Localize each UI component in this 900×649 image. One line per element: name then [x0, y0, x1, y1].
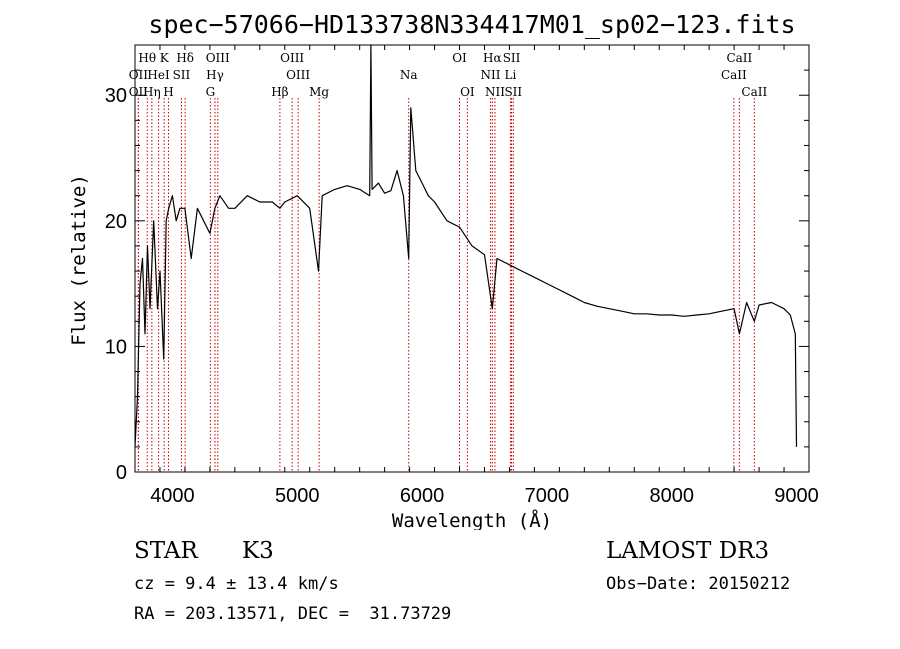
redshift-velocity: cz = 9.4 ± 13.4 km/s [134, 574, 339, 594]
spectrum-chart: spec−57066−HD133738N334417M01_sp02−123.f… [68, 10, 819, 532]
line-label-27: CaII [741, 85, 767, 99]
line-label-13: OIII [286, 68, 310, 82]
line-label-4: OIII [280, 51, 304, 65]
survey-name: LAMOST DR3 [606, 538, 770, 564]
observation-date: Obs−Date: 20150212 [606, 574, 791, 594]
spectrum-line [134, 44, 798, 447]
y-tick-label-0: 0 [116, 462, 127, 484]
object-class: STAR [134, 538, 198, 564]
line-label-0: Hθ [138, 51, 156, 65]
line-label-19: Hη [143, 85, 161, 99]
x-tick-label-5000: 5000 [275, 485, 320, 507]
line-label-14: Na [400, 68, 418, 82]
line-label-9: OII [129, 68, 149, 82]
coordinates: RA = 203.13571, DEC = 31.73729 [134, 604, 452, 624]
line-label-21: G [206, 85, 216, 99]
y-axis-label: Flux (relative) [68, 174, 90, 346]
line-label-24: OI [460, 85, 475, 99]
y-tick-label-10: 10 [105, 336, 127, 358]
x-tick-label-7000: 7000 [525, 485, 570, 507]
line-label-23: Mg [309, 85, 329, 99]
line-label-3: OIII [206, 51, 230, 65]
line-label-11: SII [173, 68, 191, 82]
line-label-12: Hγ [206, 68, 224, 82]
x-tick-label-4000: 4000 [150, 485, 195, 507]
line-label-6: Hα [483, 51, 502, 65]
line-label-8: CaII [726, 51, 752, 65]
y-tick-label-20: 20 [105, 211, 127, 233]
line-label-20: H [163, 85, 173, 99]
plot-frame [134, 44, 810, 473]
line-label-10: HeI [147, 68, 170, 82]
y-tick-label-30: 30 [105, 85, 127, 107]
line-label-2: Hδ [176, 51, 194, 65]
line-label-5: OI [452, 51, 467, 65]
object-subclass: K3 [242, 538, 274, 564]
line-label-26: SII [504, 85, 522, 99]
chart-title: spec−57066−HD133738N334417M01_sp02−123.f… [148, 10, 795, 39]
line-label-15: NII [480, 68, 500, 82]
line-label-25: NII [485, 85, 505, 99]
line-label-1: K [160, 51, 170, 65]
line-label-17: CaII [721, 68, 747, 82]
x-axis-label: Wavelength (Å) [392, 509, 552, 530]
line-label-22: Hβ [271, 85, 288, 99]
line-label-7: SII [503, 51, 521, 65]
line-label-16: Li [505, 68, 517, 82]
x-tick-label-6000: 6000 [400, 485, 445, 507]
x-tick-label-9000: 9000 [774, 485, 819, 507]
x-tick-label-8000: 8000 [649, 485, 694, 507]
